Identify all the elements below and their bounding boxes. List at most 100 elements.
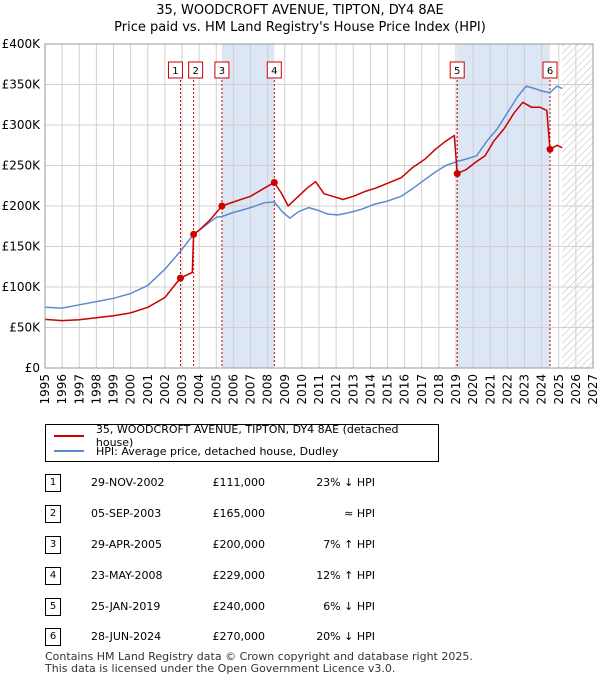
- chart-legend: 35, WOODCROFT AVENUE, TIPTON, DY4 8AE (d…: [45, 423, 439, 462]
- x-tick-label: 2012: [329, 374, 343, 405]
- table-row: 5 25-JAN-2019 £240,000 6% ↓ HPI: [45, 598, 445, 616]
- y-tick-label: £150K: [2, 240, 42, 254]
- x-tick-label: 2009: [278, 374, 292, 405]
- sale-label-text: 4: [271, 66, 277, 77]
- x-tick-label: 1999: [107, 374, 121, 405]
- x-tick-label: 2017: [415, 374, 429, 405]
- chart-title: 35, WOODCROFT AVENUE, TIPTON, DY4 8AE Pr…: [0, 2, 600, 36]
- hpi-line: [44, 85, 563, 309]
- footer-line1: Contains HM Land Registry data © Crown c…: [45, 650, 473, 663]
- chart-title-line2: Price paid vs. HM Land Registry's House …: [114, 20, 486, 35]
- footer-attribution: Contains HM Land Registry data © Crown c…: [45, 651, 473, 675]
- transaction-date: 25-JAN-2019: [91, 600, 161, 613]
- x-tick-label: 2008: [261, 374, 275, 405]
- y-tick-label: £50K: [9, 321, 41, 335]
- x-tick-label: 2011: [312, 374, 326, 405]
- transaction-price: £165,000: [212, 507, 266, 520]
- sale-point: [218, 202, 226, 210]
- x-tick-label: 2024: [535, 374, 549, 405]
- legend-item-hpi: HPI: Average price, detached house, Dudl…: [54, 444, 338, 458]
- y-tick-label: £0: [25, 361, 40, 375]
- transaction-price: £111,000: [212, 476, 266, 489]
- transaction-date: 05-SEP-2003: [91, 507, 162, 520]
- sale-label: 1: [167, 61, 183, 79]
- transaction-price: £200,000: [212, 538, 266, 551]
- x-tick-label: 1996: [55, 374, 69, 405]
- footer-line2: This data is licensed under the Open Gov…: [45, 662, 396, 675]
- y-tick-label: £400K: [2, 37, 42, 51]
- transaction-date: 28-JUN-2024: [91, 630, 162, 643]
- sale-label-box: [266, 61, 282, 79]
- transaction-date: 29-NOV-2002: [91, 476, 165, 489]
- y-tick-label: £100K: [2, 280, 42, 294]
- x-tick-label: 1995: [38, 374, 52, 405]
- x-tick-label: 2025: [552, 374, 566, 405]
- x-tick-label: 2022: [500, 374, 514, 405]
- x-tick-label: 2016: [398, 374, 412, 405]
- x-tick-label: 1998: [89, 374, 103, 405]
- x-tick-label: 2001: [141, 374, 155, 405]
- sale-label-box: [214, 61, 230, 79]
- x-tick-label: 2021: [483, 374, 497, 405]
- x-tick-label: 1997: [72, 374, 86, 405]
- sale-point: [176, 274, 184, 282]
- sale-point: [453, 170, 461, 178]
- x-tick-label: 2026: [569, 374, 583, 405]
- sale-label: 6: [542, 61, 558, 79]
- transaction-hpi: 12% ↑ HPI: [316, 569, 375, 582]
- legend-label-hpi: HPI: Average price, detached house, Dudl…: [96, 444, 339, 458]
- legend-swatch-hpi: [54, 450, 84, 452]
- x-tick-label: 2013: [346, 374, 360, 405]
- legend-label-property: 35, WOODCROFT AVENUE, TIPTON, DY4 8AE (d…: [95, 423, 399, 449]
- transaction-date: 23-MAY-2008: [91, 569, 163, 582]
- plot-frame: [44, 43, 594, 369]
- sale-label: 2: [188, 61, 204, 79]
- transaction-hpi: 7% ↑ HPI: [323, 538, 375, 551]
- x-tick-label: 2014: [363, 374, 377, 405]
- transaction-hpi: 6% ↓ HPI: [323, 600, 375, 613]
- x-tick-label: 2023: [518, 374, 532, 405]
- sale-point: [270, 179, 278, 187]
- transaction-hpi: 23% ↓ HPI: [316, 476, 375, 489]
- transaction-hpi: 20% ↓ HPI: [316, 630, 375, 643]
- table-row: 1 29-NOV-2002 £111,000 23% ↓ HPI: [45, 474, 445, 492]
- sale-point: [190, 230, 198, 238]
- sale-label-text: 1: [172, 66, 178, 77]
- sale-label-text: 3: [219, 66, 225, 77]
- x-tick-label: 2002: [158, 374, 172, 405]
- y-tick-label: £350K: [2, 78, 42, 92]
- x-tick-label: 2018: [432, 374, 446, 405]
- x-tick-label: 2027: [586, 374, 600, 405]
- sale-point: [546, 145, 554, 153]
- transaction-hpi: ≈ HPI: [344, 507, 375, 520]
- x-tick-label: 2010: [295, 374, 309, 405]
- transaction-number: 2: [45, 505, 61, 523]
- legend-item-property: 35, WOODCROFT AVENUE, TIPTON, DY4 8AE (d…: [54, 423, 438, 449]
- x-tick-label: 2015: [381, 374, 395, 405]
- table-row: 3 29-APR-2005 £200,000 7% ↑ HPI: [45, 536, 445, 554]
- chart-title-line1: 35, WOODCROFT AVENUE, TIPTON, DY4 8AE: [156, 3, 444, 18]
- x-tick-label: 2005: [209, 374, 223, 405]
- sale-label-text: 2: [192, 66, 198, 77]
- legend-swatch-property: [54, 435, 84, 437]
- x-tick-label: 2004: [192, 374, 206, 405]
- sale-label-text: 6: [547, 66, 553, 77]
- transaction-number: 5: [45, 598, 61, 616]
- table-row: 6 28-JUN-2024 £270,000 20% ↓ HPI: [45, 628, 445, 646]
- x-tick-label: 2000: [124, 374, 138, 405]
- x-tick-label: 2006: [226, 374, 240, 405]
- transaction-price: £229,000: [212, 569, 266, 582]
- sale-label-box: [188, 61, 204, 79]
- sale-label: 5: [449, 61, 465, 79]
- transaction-number: 3: [45, 536, 61, 554]
- sale-label-box: [167, 61, 183, 79]
- x-tick-label: 2003: [175, 374, 189, 405]
- sale-label: 4: [266, 61, 282, 79]
- transaction-price: £240,000: [212, 600, 266, 613]
- transaction-number: 4: [45, 567, 61, 585]
- transaction-date: 29-APR-2005: [91, 538, 163, 551]
- sale-label-text: 5: [454, 66, 460, 77]
- sale-label: 3: [214, 61, 230, 79]
- sale-label-box: [449, 61, 465, 79]
- sale-label-box: [542, 61, 558, 79]
